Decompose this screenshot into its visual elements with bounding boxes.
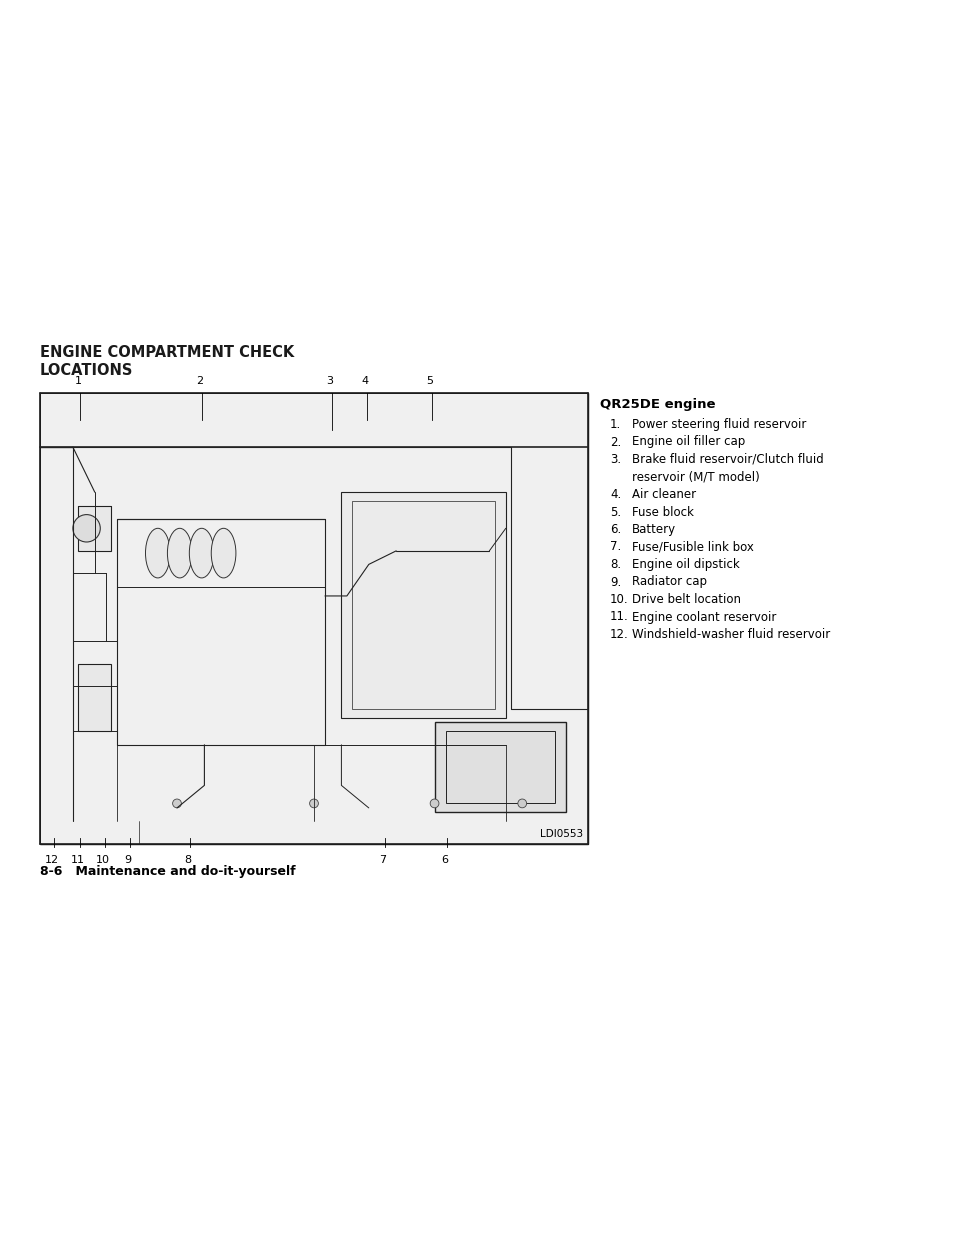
Text: 7: 7 <box>379 855 386 864</box>
Circle shape <box>72 515 100 542</box>
Bar <box>445 731 555 804</box>
Bar <box>78 506 112 551</box>
Text: 9.: 9. <box>609 576 620 589</box>
Circle shape <box>172 799 181 808</box>
Text: 8-6   Maintenance and do-it-yourself: 8-6 Maintenance and do-it-yourself <box>40 864 295 878</box>
Text: 10.: 10. <box>609 593 628 606</box>
Text: 3: 3 <box>326 375 334 387</box>
Text: Brake fluid reservoir/Clutch fluid: Brake fluid reservoir/Clutch fluid <box>631 453 822 466</box>
Bar <box>78 663 112 731</box>
Text: 11: 11 <box>71 855 85 864</box>
Text: LOCATIONS: LOCATIONS <box>40 363 133 378</box>
Text: ENGINE COMPARTMENT CHECK: ENGINE COMPARTMENT CHECK <box>40 345 294 359</box>
Text: Power steering fluid reservoir: Power steering fluid reservoir <box>631 417 805 431</box>
Text: 5: 5 <box>426 375 433 387</box>
Ellipse shape <box>167 529 192 578</box>
Text: Drive belt location: Drive belt location <box>631 593 740 606</box>
Text: Windshield-washer fluid reservoir: Windshield-washer fluid reservoir <box>631 629 829 641</box>
Text: 8: 8 <box>184 855 192 864</box>
Text: Radiator cap: Radiator cap <box>631 576 706 589</box>
Text: 2: 2 <box>196 375 203 387</box>
Bar <box>435 722 565 813</box>
Text: 2.: 2. <box>609 436 620 448</box>
Circle shape <box>430 799 438 808</box>
Text: Air cleaner: Air cleaner <box>631 488 696 501</box>
Bar <box>40 393 587 844</box>
Text: QR25DE engine: QR25DE engine <box>599 398 715 411</box>
Text: 10: 10 <box>96 855 110 864</box>
Circle shape <box>517 799 526 808</box>
Text: Battery: Battery <box>631 522 676 536</box>
Text: 12.: 12. <box>609 629 628 641</box>
Text: Fuse block: Fuse block <box>631 505 693 519</box>
Text: 3.: 3. <box>609 453 620 466</box>
Text: reservoir (M/T model): reservoir (M/T model) <box>631 471 759 483</box>
Text: Engine oil filler cap: Engine oil filler cap <box>631 436 744 448</box>
Text: 1.: 1. <box>609 417 620 431</box>
Text: 7.: 7. <box>609 541 620 553</box>
Text: 8.: 8. <box>609 558 620 571</box>
Text: Fuse/Fusible link box: Fuse/Fusible link box <box>631 541 753 553</box>
Ellipse shape <box>146 529 170 578</box>
Text: Engine oil dipstick: Engine oil dipstick <box>631 558 739 571</box>
Text: 1: 1 <box>74 375 81 387</box>
Text: 5.: 5. <box>609 505 620 519</box>
Bar <box>116 519 325 587</box>
Text: Engine coolant reservoir: Engine coolant reservoir <box>631 610 776 624</box>
Circle shape <box>310 799 318 808</box>
Text: 6: 6 <box>441 855 448 864</box>
Text: 4.: 4. <box>609 488 620 501</box>
Text: 6.: 6. <box>609 522 620 536</box>
Text: 4: 4 <box>361 375 368 387</box>
Text: 9: 9 <box>124 855 132 864</box>
Text: 11.: 11. <box>609 610 628 624</box>
Ellipse shape <box>189 529 213 578</box>
Text: LDI0553: LDI0553 <box>539 829 582 839</box>
Text: 12: 12 <box>45 855 59 864</box>
Ellipse shape <box>211 529 235 578</box>
Bar <box>41 394 586 844</box>
Bar <box>352 501 495 709</box>
Bar <box>116 519 325 745</box>
Bar <box>341 493 505 718</box>
